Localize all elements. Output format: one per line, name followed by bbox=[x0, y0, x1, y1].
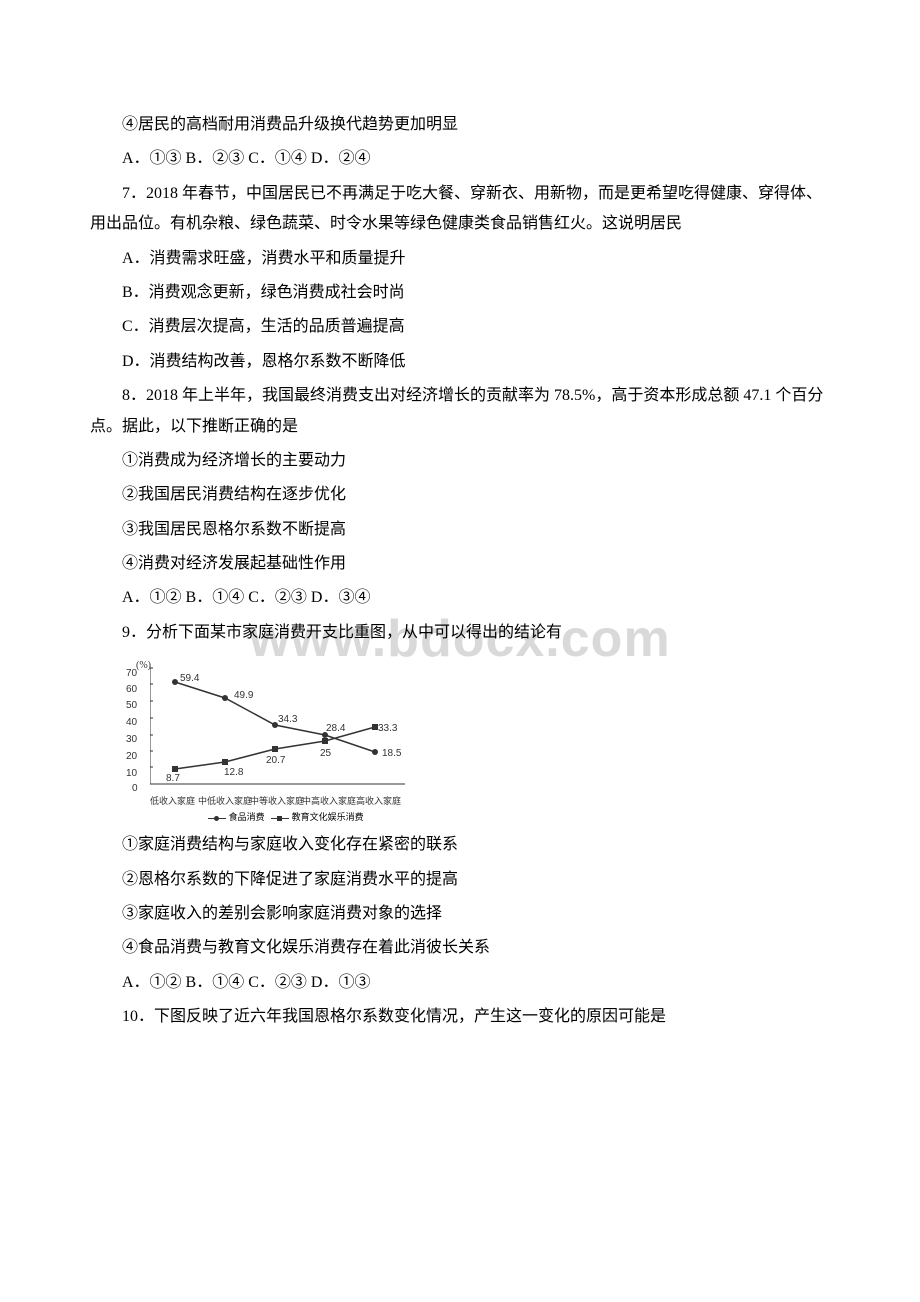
document-content: ④居民的高档耐用消费品升级换代趋势更加明显 A．①③ B．②③ C．①④ D．②… bbox=[90, 110, 830, 1033]
q8-item3: ③我国居民恩格尔系数不断提高 bbox=[90, 515, 830, 545]
x-cat-1: 中低收入家庭 bbox=[198, 793, 252, 810]
q10-stem: 10．下图反映了近六年我国恩格尔系数变化情况，产生这一变化的原因可能是 bbox=[90, 1002, 830, 1032]
dl-20-7: 20.7 bbox=[266, 751, 285, 770]
q9-chart-container: (%) 70 60 50 40 30 20 10 0 bbox=[126, 656, 830, 826]
dl-12-8: 12.8 bbox=[224, 763, 243, 782]
q6-item4: ④居民的高档耐用消费品升级换代趋势更加明显 bbox=[90, 110, 830, 140]
dl-28-4: 28.4 bbox=[326, 719, 345, 738]
q9-stem: 9．分析下面某市家庭消费开支比重图，从中可以得出的结论有 bbox=[90, 618, 830, 648]
q7-option-d: D．消费结构改善，恩格尔系数不断降低 bbox=[90, 347, 830, 377]
ytick-0: 0 bbox=[132, 779, 138, 798]
legend-label-1: 食品消费 bbox=[229, 812, 265, 822]
q9-item4: ④食品消费与教育文化娱乐消费存在着此消彼长关系 bbox=[90, 933, 830, 963]
q8-item4: ④消费对经济发展起基础性作用 bbox=[90, 549, 830, 579]
legend-label-2: 教育文化娱乐消费 bbox=[292, 812, 364, 822]
q8-item2: ②我国居民消费结构在逐步优化 bbox=[90, 480, 830, 510]
q6-options: A．①③ B．②③ C．①④ D．②④ bbox=[90, 144, 830, 174]
q7-stem: 7．2018 年春节，中国居民已不再满足于吃大餐、穿新衣、用新物，而是更希望吃得… bbox=[90, 179, 830, 240]
q7-option-c: C．消费层次提高，生活的品质普遍提高 bbox=[90, 312, 830, 342]
x-cat-0: 低收入家庭 bbox=[150, 793, 195, 810]
dl-18-5: 18.5 bbox=[382, 744, 401, 763]
q9-options: A．①② B．①④ C．②③ D．①③ bbox=[90, 968, 830, 998]
dl-25: 25 bbox=[320, 744, 331, 763]
x-cat-2: 中等收入家庭 bbox=[250, 793, 304, 810]
q9-item1: ①家庭消费结构与家庭收入变化存在紧密的联系 bbox=[90, 830, 830, 860]
dl-34-3: 34.3 bbox=[278, 710, 297, 729]
q8-options: A．①② B．①④ C．②③ D．③④ bbox=[90, 583, 830, 613]
dl-59-4: 59.4 bbox=[180, 669, 199, 688]
q9-item3: ③家庭收入的差别会影响家庭消费对象的选择 bbox=[90, 899, 830, 929]
consumption-chart: (%) 70 60 50 40 30 20 10 0 bbox=[126, 656, 416, 826]
chart-legend: 食品消费 教育文化娱乐消费 bbox=[156, 809, 416, 826]
x-cat-3: 中高收入家庭 bbox=[302, 793, 356, 810]
dl-49-9: 49.9 bbox=[234, 686, 253, 705]
q9-item2: ②恩格尔系数的下降促进了家庭消费水平的提高 bbox=[90, 865, 830, 895]
dl-8-7: 8.7 bbox=[166, 769, 180, 788]
legend-circle-icon bbox=[208, 818, 226, 819]
legend-square-icon bbox=[271, 818, 289, 819]
q7-option-b: B．消费观念更新，绿色消费成社会时尚 bbox=[90, 278, 830, 308]
y-axis-unit: (%) bbox=[136, 656, 151, 675]
q7-option-a: A．消费需求旺盛，消费水平和质量提升 bbox=[90, 244, 830, 274]
dl-33-3: 33.3 bbox=[378, 719, 397, 738]
x-cat-4: 高收入家庭 bbox=[356, 793, 401, 810]
q8-item1: ①消费成为经济增长的主要动力 bbox=[90, 446, 830, 476]
q8-stem: 8．2018 年上半年，我国最终消费支出对经济增长的贡献率为 78.5%，高于资… bbox=[90, 381, 830, 442]
